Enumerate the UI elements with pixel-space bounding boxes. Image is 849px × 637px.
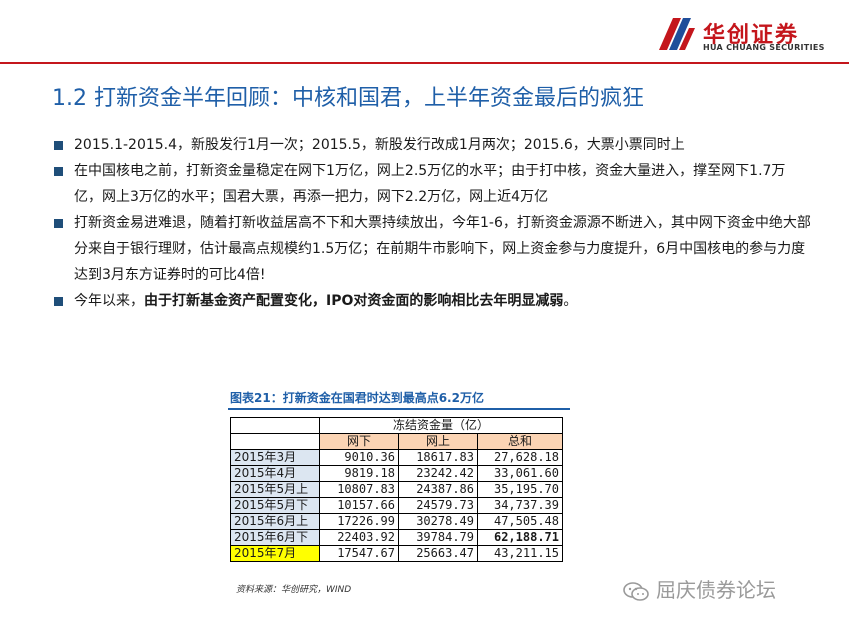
figure-source: 资料来源：华创研究，WIND <box>236 585 352 595</box>
logo: 华创证券 HUA CHUANG SECURITIES <box>655 14 835 54</box>
table-row-label: 2015年6月上 <box>230 513 320 530</box>
table-corner-cell <box>230 433 320 450</box>
table-row: 2015年5月下 10157.66 24579.73 34,737.39 <box>230 497 563 514</box>
bullet-text: 在中国核电之前，打新资金量稳定在网下1万亿，网上2.5万亿的水平；由于打中核，资… <box>74 163 786 205</box>
table-cell: 24387.86 <box>398 481 478 498</box>
table-cell: 18617.83 <box>398 449 478 466</box>
table-column-header: 网上 <box>398 433 478 450</box>
table-cell: 9819.18 <box>319 465 399 482</box>
bullet-bold-text: 由于打新基金资产配置变化，IPO对资金面的影响相比去年明显减弱 <box>144 293 564 309</box>
table-row-label: 2015年5月上 <box>230 481 320 498</box>
table-cell: 33,061.60 <box>477 465 563 482</box>
logo-text-cn: 华创证券 <box>703 23 800 48</box>
watermark-text: 屈庆债券论坛 <box>656 578 776 602</box>
bullet-list: 2015.1-2015.4，新股发行1月一次；2015.5，新股发行改成1月两次… <box>52 132 812 314</box>
header-divider <box>0 62 849 64</box>
table-cell: 17547.67 <box>319 545 399 562</box>
table-header-row: 网下 网上 总和 <box>230 433 563 450</box>
table-cell: 22403.92 <box>319 529 399 546</box>
table-cell: 27,628.18 <box>477 449 563 466</box>
table-group-header: 冻结资金量（亿） <box>319 417 563 434</box>
table-cell: 43,211.15 <box>477 545 563 562</box>
logo-text-en: HUA CHUANG SECURITIES <box>703 43 825 52</box>
table-cell-max: 62,188.71 <box>477 529 563 546</box>
table-cell: 9010.36 <box>319 449 399 466</box>
table-row-label: 2015年5月下 <box>230 497 320 514</box>
bullet-square-icon <box>54 167 63 176</box>
table-row: 2015年7月 17547.67 25663.47 43,211.15 <box>230 545 563 562</box>
table-cell: 23242.42 <box>398 465 478 482</box>
bullet-item: 今年以来，由于打新基金资产配置变化，IPO对资金面的影响相比去年明显减弱。 <box>52 288 812 314</box>
table-row: 2015年6月上 17226.99 30278.49 47,505.48 <box>230 513 563 530</box>
table-cell: 24579.73 <box>398 497 478 514</box>
table-row: 2015年5月上 10807.83 24387.86 35,195.70 <box>230 481 563 498</box>
table-cell: 10157.66 <box>319 497 399 514</box>
figure-title: 图表21：打新资金在国君时达到最高点6.2万亿 <box>230 391 484 405</box>
bullet-item: 打新资金易进难退，随着打新收益居高不下和大票持续放出，今年1-6，打新资金源源不… <box>52 210 812 288</box>
table-row: 2015年3月 9010.36 18617.83 27,628.18 <box>230 449 563 466</box>
bullet-text: 打新资金易进难退，随着打新收益居高不下和大票持续放出，今年1-6，打新资金源源不… <box>74 215 811 283</box>
bullet-text: 2015.1-2015.4，新股发行1月一次；2015.5，新股发行改成1月两次… <box>74 137 685 153</box>
table-cell: 25663.47 <box>398 545 478 562</box>
table-corner-cell <box>230 417 320 434</box>
table-cell: 30278.49 <box>398 513 478 530</box>
table-column-header: 网下 <box>319 433 399 450</box>
table-cell: 47,505.48 <box>477 513 563 530</box>
bullet-suffix: 。 <box>563 293 578 309</box>
table-cell: 10807.83 <box>319 481 399 498</box>
table-cell: 34,737.39 <box>477 497 563 514</box>
data-table: 冻结资金量（亿） 网下 网上 总和 2015年3月 9010.36 18617.… <box>230 417 563 562</box>
bullet-text: 今年以来，由于打新基金资产配置变化，IPO对资金面的影响相比去年明显减弱。 <box>74 293 577 309</box>
watermark: 屈庆债券论坛 <box>622 574 776 603</box>
table-row-label-highlight: 2015年7月 <box>230 545 320 562</box>
wechat-icon <box>623 581 649 601</box>
bullet-square-icon <box>54 297 63 306</box>
table-row: 2015年4月 9819.18 23242.42 33,061.60 <box>230 465 563 482</box>
huachuang-logo-icon <box>659 18 695 50</box>
bullet-item: 在中国核电之前，打新资金量稳定在网下1万亿，网上2.5万亿的水平；由于打中核，资… <box>52 158 812 210</box>
bullet-square-icon <box>54 141 63 150</box>
table-group-header-row: 冻结资金量（亿） <box>230 417 563 434</box>
page-title: 1.2 打新资金半年回顾：中核和国君，上半年资金最后的疯狂 <box>52 86 644 111</box>
table-cell: 39784.79 <box>398 529 478 546</box>
bullet-item: 2015.1-2015.4，新股发行1月一次；2015.5，新股发行改成1月两次… <box>52 132 812 158</box>
table-cell: 17226.99 <box>319 513 399 530</box>
table-column-header: 总和 <box>477 433 563 450</box>
table-row: 2015年6月下 22403.92 39784.79 62,188.71 <box>230 529 563 546</box>
table-row-label: 2015年6月下 <box>230 529 320 546</box>
table-cell: 35,195.70 <box>477 481 563 498</box>
table-row-label: 2015年4月 <box>230 465 320 482</box>
bullet-prefix: 今年以来， <box>74 293 144 309</box>
figure-divider <box>228 408 570 410</box>
bullet-square-icon <box>54 219 63 228</box>
table-row-label: 2015年3月 <box>230 449 320 466</box>
